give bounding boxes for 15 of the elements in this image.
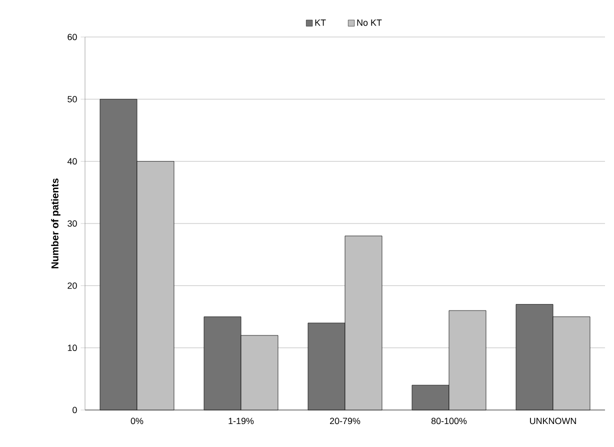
x-tick-label: UNKNOWN	[530, 418, 576, 424]
y-axis-title: Number of patients	[51, 178, 60, 268]
legend-label: KT	[315, 20, 326, 26]
x-tick-label: 80-100%	[431, 418, 467, 424]
y-tick-label: 0	[72, 406, 77, 414]
y-tick-label: 50	[68, 96, 77, 102]
legend-label: No KT	[357, 20, 382, 26]
x-tick-label: 0%	[130, 418, 144, 424]
y-tick-label: 40	[67, 158, 77, 165]
x-tick-label: 20-79%	[330, 418, 360, 424]
x-tick-label: 1-19%	[228, 418, 254, 424]
y-tick-label: 20	[68, 282, 77, 289]
y-tick-label: 10	[68, 344, 77, 352]
y-tick-label: 30	[68, 220, 77, 227]
y-tick-label: 60	[68, 34, 77, 40]
